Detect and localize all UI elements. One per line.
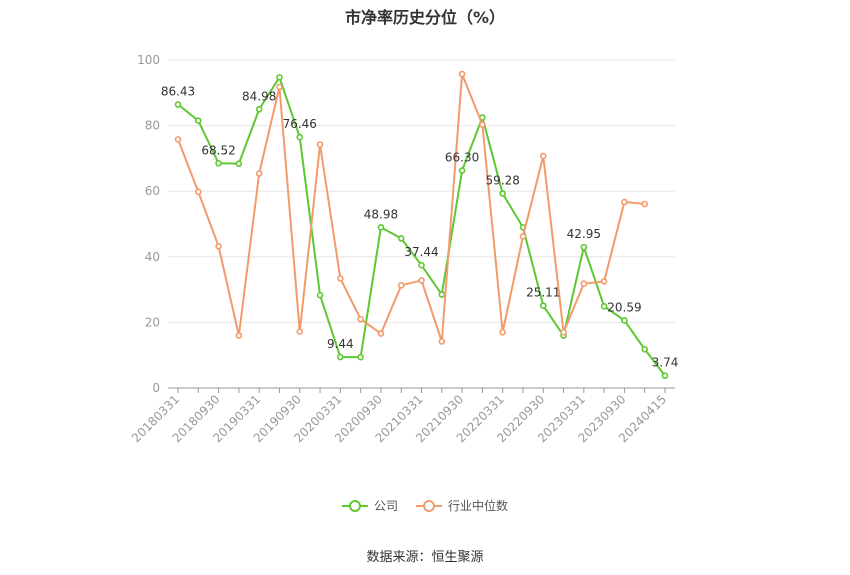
data-point[interactable] xyxy=(458,70,466,78)
data-label: 25.11 xyxy=(526,286,560,300)
data-label: 68.52 xyxy=(201,143,235,157)
data-point[interactable] xyxy=(621,198,628,206)
data-point[interactable] xyxy=(215,159,222,167)
legend-label-company: 公司 xyxy=(373,499,398,513)
data-point[interactable] xyxy=(337,275,344,282)
y-tick-label: 60 xyxy=(145,184,160,198)
data-point[interactable] xyxy=(255,105,263,113)
data-point[interactable] xyxy=(499,328,506,336)
data-point[interactable] xyxy=(499,190,506,197)
legend: 公司 行业中位数 xyxy=(0,497,850,514)
data-point[interactable] xyxy=(641,200,649,208)
data-label: 3.74 xyxy=(652,356,679,370)
grid xyxy=(168,59,675,389)
data-point[interactable] xyxy=(600,303,608,310)
y-tick-label: 20 xyxy=(145,315,160,329)
data-point[interactable] xyxy=(194,188,202,196)
data-point[interactable] xyxy=(316,141,324,148)
data-point[interactable] xyxy=(438,338,446,345)
data-label: 9.44 xyxy=(327,337,354,351)
legend-label-industry-median: 行业中位数 xyxy=(448,499,509,513)
data-label: 76.46 xyxy=(283,117,317,131)
data-label: 37.44 xyxy=(404,245,438,259)
data-point[interactable] xyxy=(661,372,669,380)
data-label: 20.59 xyxy=(607,300,641,314)
data-point[interactable] xyxy=(235,160,243,167)
legend-item-company[interactable]: 公司 xyxy=(341,497,398,514)
data-point[interactable] xyxy=(580,280,588,287)
y-tick-label: 100 xyxy=(137,53,160,67)
data-point[interactable] xyxy=(458,167,466,174)
data-point[interactable] xyxy=(377,330,385,337)
y-tick-label: 80 xyxy=(145,119,160,133)
data-point[interactable] xyxy=(174,101,182,108)
data-point[interactable] xyxy=(621,317,628,324)
data-point[interactable] xyxy=(276,74,283,81)
series-line-1 xyxy=(177,73,645,343)
data-point[interactable] xyxy=(418,261,425,269)
data-point[interactable] xyxy=(194,117,202,124)
data-point[interactable] xyxy=(600,278,608,285)
data-point[interactable] xyxy=(519,233,527,240)
y-tick-label: 40 xyxy=(145,250,160,264)
data-point[interactable] xyxy=(357,315,364,323)
data-labels: 86.43 68.52 84.98 76.46 9.44 48.98 37.44 66.30 5… xyxy=(161,85,679,370)
chart-title: 市净率历史分位（%） xyxy=(344,8,506,27)
axes: 0204060801002018033120180930201903312019… xyxy=(129,53,675,445)
data-point[interactable] xyxy=(276,83,283,91)
data-point[interactable] xyxy=(296,328,304,335)
data-point[interactable] xyxy=(539,302,547,309)
data-point[interactable] xyxy=(539,152,547,160)
data-point[interactable] xyxy=(235,332,243,339)
data-point[interactable] xyxy=(397,235,405,242)
legend-item-industry-median[interactable]: 行业中位数 xyxy=(416,497,508,514)
data-point[interactable] xyxy=(255,170,263,177)
data-point[interactable] xyxy=(560,328,567,336)
data-source: 数据来源：恒生聚源 xyxy=(366,550,484,565)
series-layer xyxy=(174,70,669,380)
data-point[interactable] xyxy=(438,291,446,298)
y-tick-label: 0 xyxy=(152,381,160,395)
data-point[interactable] xyxy=(337,353,344,361)
legend-marker-industry-median xyxy=(416,499,442,512)
data-point[interactable] xyxy=(641,345,649,353)
data-point[interactable] xyxy=(377,224,385,231)
data-point[interactable] xyxy=(357,353,364,361)
data-point[interactable] xyxy=(580,243,588,251)
data-point[interactable] xyxy=(174,136,182,143)
data-label: 42.95 xyxy=(567,227,601,241)
data-label: 59.28 xyxy=(485,174,519,188)
data-label: 66.30 xyxy=(445,151,479,165)
data-point[interactable] xyxy=(215,243,222,250)
data-point[interactable] xyxy=(397,282,405,289)
line-chart: 0204060801002018033120180930201903312019… xyxy=(129,53,679,445)
data-point[interactable] xyxy=(479,121,486,128)
legend-marker-company xyxy=(341,499,368,512)
data-label: 84.98 xyxy=(242,89,276,103)
data-label: 86.43 xyxy=(161,85,195,99)
data-label: 48.98 xyxy=(364,207,398,221)
data-point[interactable] xyxy=(316,291,324,299)
data-point[interactable] xyxy=(418,277,425,284)
data-point[interactable] xyxy=(296,133,304,141)
